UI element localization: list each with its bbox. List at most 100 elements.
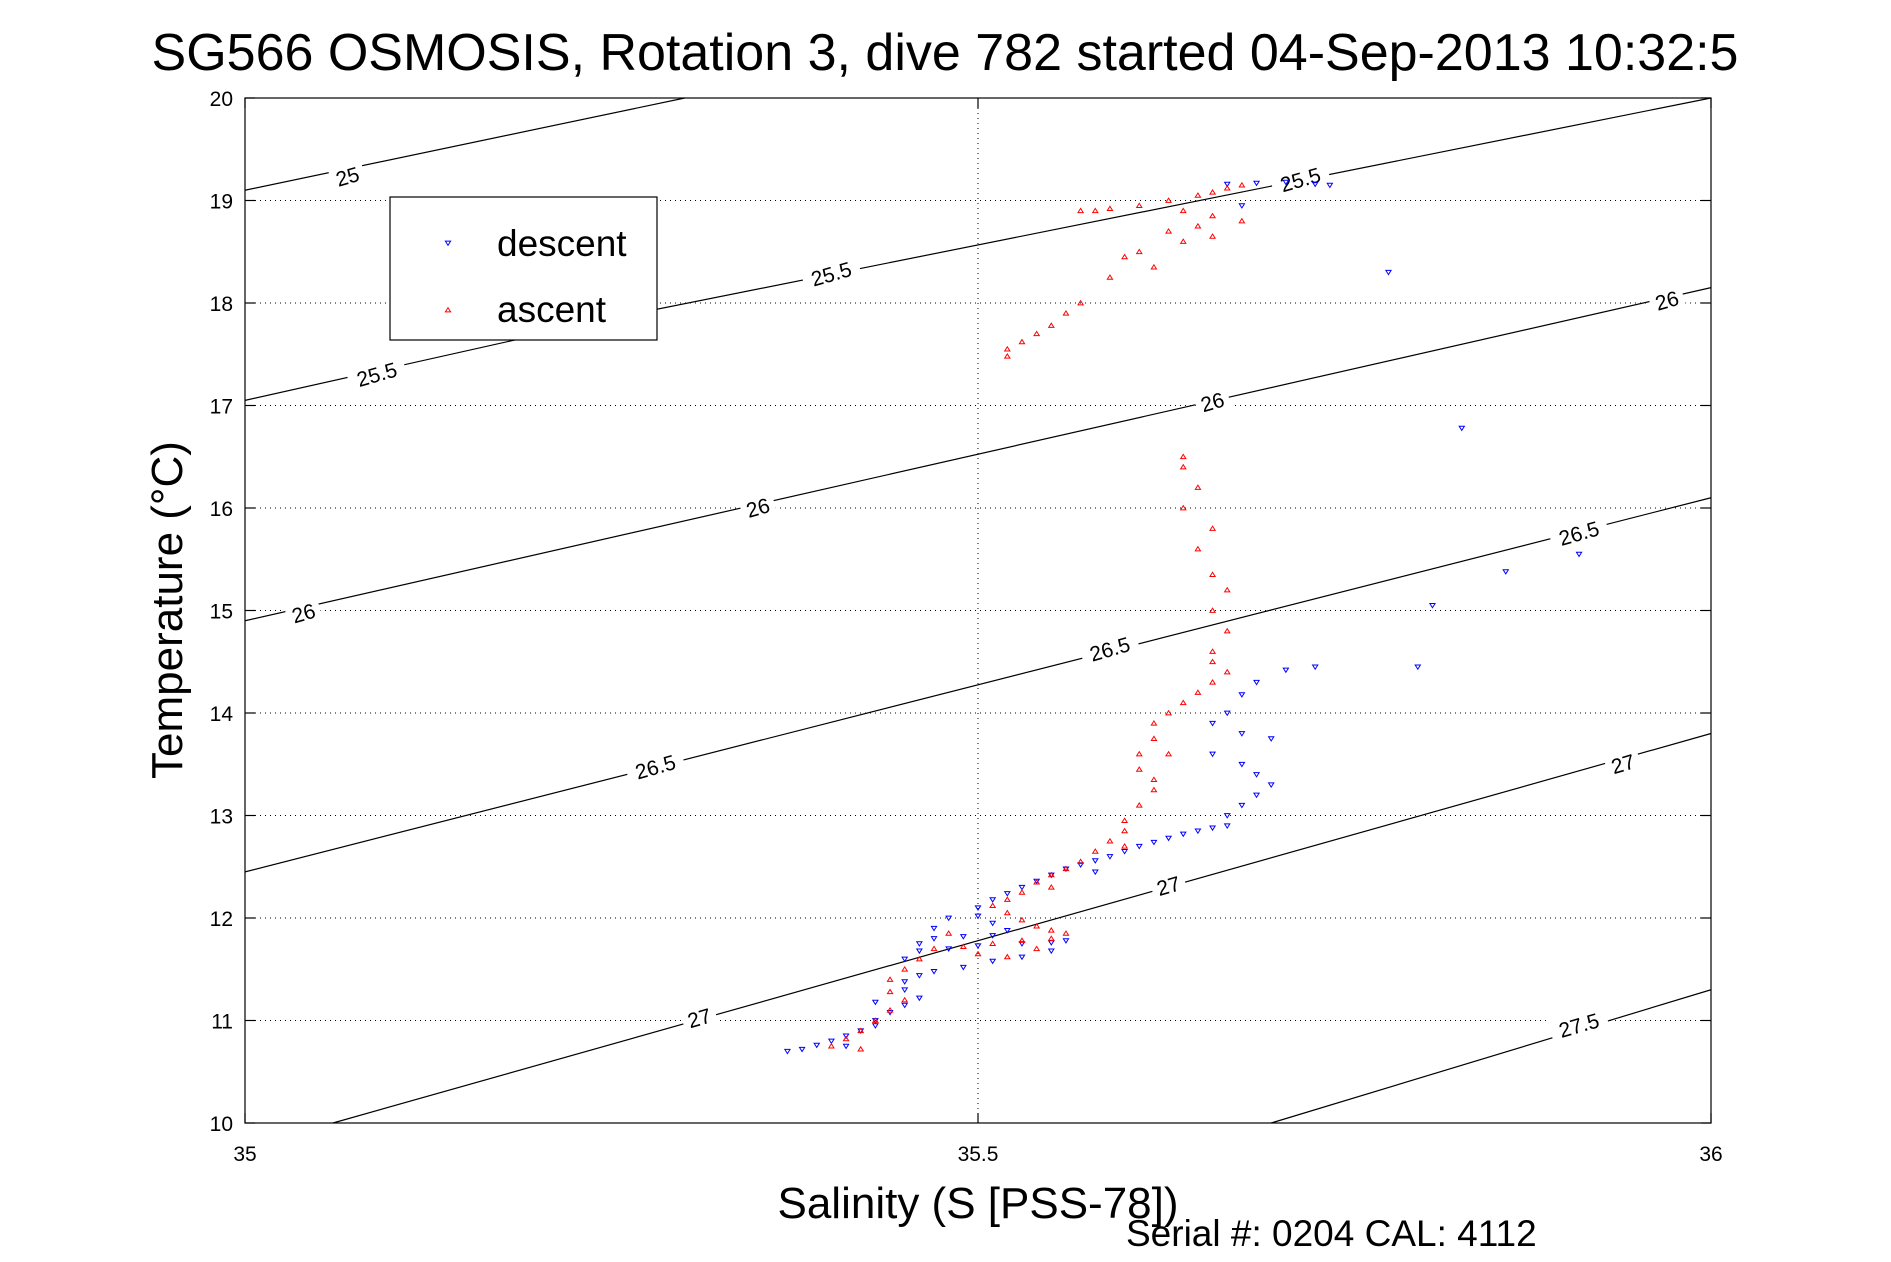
descent-point xyxy=(798,1046,806,1053)
ascent-point xyxy=(1106,837,1114,844)
contour-label-group: 26 xyxy=(1192,384,1232,417)
ascent-point xyxy=(1121,827,1129,834)
ascent-point xyxy=(886,988,894,995)
ascent-point xyxy=(1194,689,1202,695)
descent-point xyxy=(930,968,938,975)
descent-point xyxy=(901,1002,909,1009)
descent-point xyxy=(1575,551,1583,558)
descent-point xyxy=(1091,869,1099,876)
descent-point xyxy=(1311,181,1319,188)
descent-point xyxy=(1106,854,1114,860)
ascent-point xyxy=(1047,322,1055,328)
descent-point xyxy=(1223,710,1231,717)
descent-point xyxy=(1150,839,1158,846)
descent-point xyxy=(1179,831,1187,838)
descent-point xyxy=(930,936,938,942)
ascent-point xyxy=(1018,916,1026,923)
descent-point xyxy=(1018,954,1026,961)
ascent-point xyxy=(1179,699,1187,706)
contour-label-group: 26 xyxy=(283,595,323,628)
descent-point xyxy=(1267,782,1275,789)
contour-label-background xyxy=(799,252,863,292)
ascent-point xyxy=(1033,878,1041,885)
descent-point xyxy=(1209,825,1217,832)
descent-point xyxy=(974,943,982,949)
descent-point xyxy=(1311,664,1319,671)
descent-point xyxy=(974,913,982,920)
ascent-point xyxy=(989,902,997,909)
descent-point xyxy=(1253,679,1261,686)
ascent-point xyxy=(1179,238,1187,244)
descent-point xyxy=(1458,425,1466,432)
y-tick-label: 16 xyxy=(210,498,233,521)
ascent-point xyxy=(1121,253,1129,260)
ascent-point xyxy=(1106,274,1114,280)
ascent-point xyxy=(1150,263,1158,270)
ascent-point xyxy=(1194,545,1202,552)
ascent-point xyxy=(1062,865,1070,872)
x-axis-label: Salinity (S [PSS-78]) xyxy=(777,1179,1178,1228)
descent-point xyxy=(1091,858,1099,864)
contour-label-background xyxy=(1192,384,1232,417)
descent-point xyxy=(1003,927,1011,934)
descent-point xyxy=(1326,182,1334,189)
contour-label-background xyxy=(1646,282,1687,316)
ascent-point xyxy=(1223,627,1231,634)
ascent-point xyxy=(1062,930,1070,936)
descent-point xyxy=(945,946,953,953)
ascent-point xyxy=(1179,207,1187,214)
contour-label-group: 27 xyxy=(679,1000,719,1033)
density-contour-line xyxy=(1271,989,1712,1124)
descent-point xyxy=(1223,181,1231,188)
ascent-point xyxy=(1238,181,1246,188)
y-axis-label: Temperature (°C) xyxy=(143,441,192,779)
ascent-point xyxy=(1194,192,1202,198)
ascent-point xyxy=(886,1006,894,1013)
ascent-point xyxy=(1209,212,1217,219)
ascent-point xyxy=(901,965,909,972)
chart-title: SG566 OSMOSIS, Rotation 3, dive 782 star… xyxy=(152,24,1739,82)
ascent-point xyxy=(1003,896,1011,902)
y-tick-label: 11 xyxy=(211,1011,233,1034)
contour-label-background xyxy=(327,158,367,192)
ascent-point xyxy=(1033,922,1041,929)
descent-point xyxy=(1121,849,1129,855)
descent-point xyxy=(1062,938,1070,944)
descent-point xyxy=(813,1042,821,1049)
descent-point xyxy=(1282,667,1290,674)
descent-point xyxy=(989,933,997,939)
ascent-point xyxy=(1047,927,1055,933)
ascent-point xyxy=(1135,202,1143,208)
descent-point xyxy=(1223,813,1231,819)
legend-marker-ascent-glyph xyxy=(444,306,452,313)
ascent-point xyxy=(1179,453,1187,460)
ascent-point xyxy=(857,1045,865,1052)
descent-point xyxy=(1414,664,1422,671)
descent-point xyxy=(901,987,909,994)
descent-point xyxy=(989,958,997,965)
density-contour-line xyxy=(244,287,1712,622)
ascent-point xyxy=(1077,207,1085,214)
descent-point xyxy=(1165,835,1173,842)
descent-point xyxy=(1238,761,1246,768)
descent-point xyxy=(1502,569,1510,575)
descent-point xyxy=(945,915,953,922)
ascent-point xyxy=(1209,648,1217,654)
descent-point xyxy=(915,941,923,947)
ascent-point xyxy=(1091,207,1099,214)
ascent-point xyxy=(1106,205,1114,212)
ascent-point xyxy=(1121,842,1129,849)
x-tick-label: 36 xyxy=(1699,1143,1722,1166)
descent-point xyxy=(1018,884,1026,891)
ascent-point xyxy=(871,1017,879,1023)
ascent-point xyxy=(1018,338,1026,345)
ascent-point xyxy=(945,930,953,936)
ascent-point xyxy=(1209,658,1217,665)
contour-label-group: 26 xyxy=(1646,282,1687,316)
ascent-point xyxy=(989,940,997,946)
y-tick-label: 10 xyxy=(210,1113,233,1136)
y-tick-label: 15 xyxy=(210,601,233,624)
descent-point xyxy=(842,1043,850,1050)
descent-point xyxy=(901,956,909,963)
